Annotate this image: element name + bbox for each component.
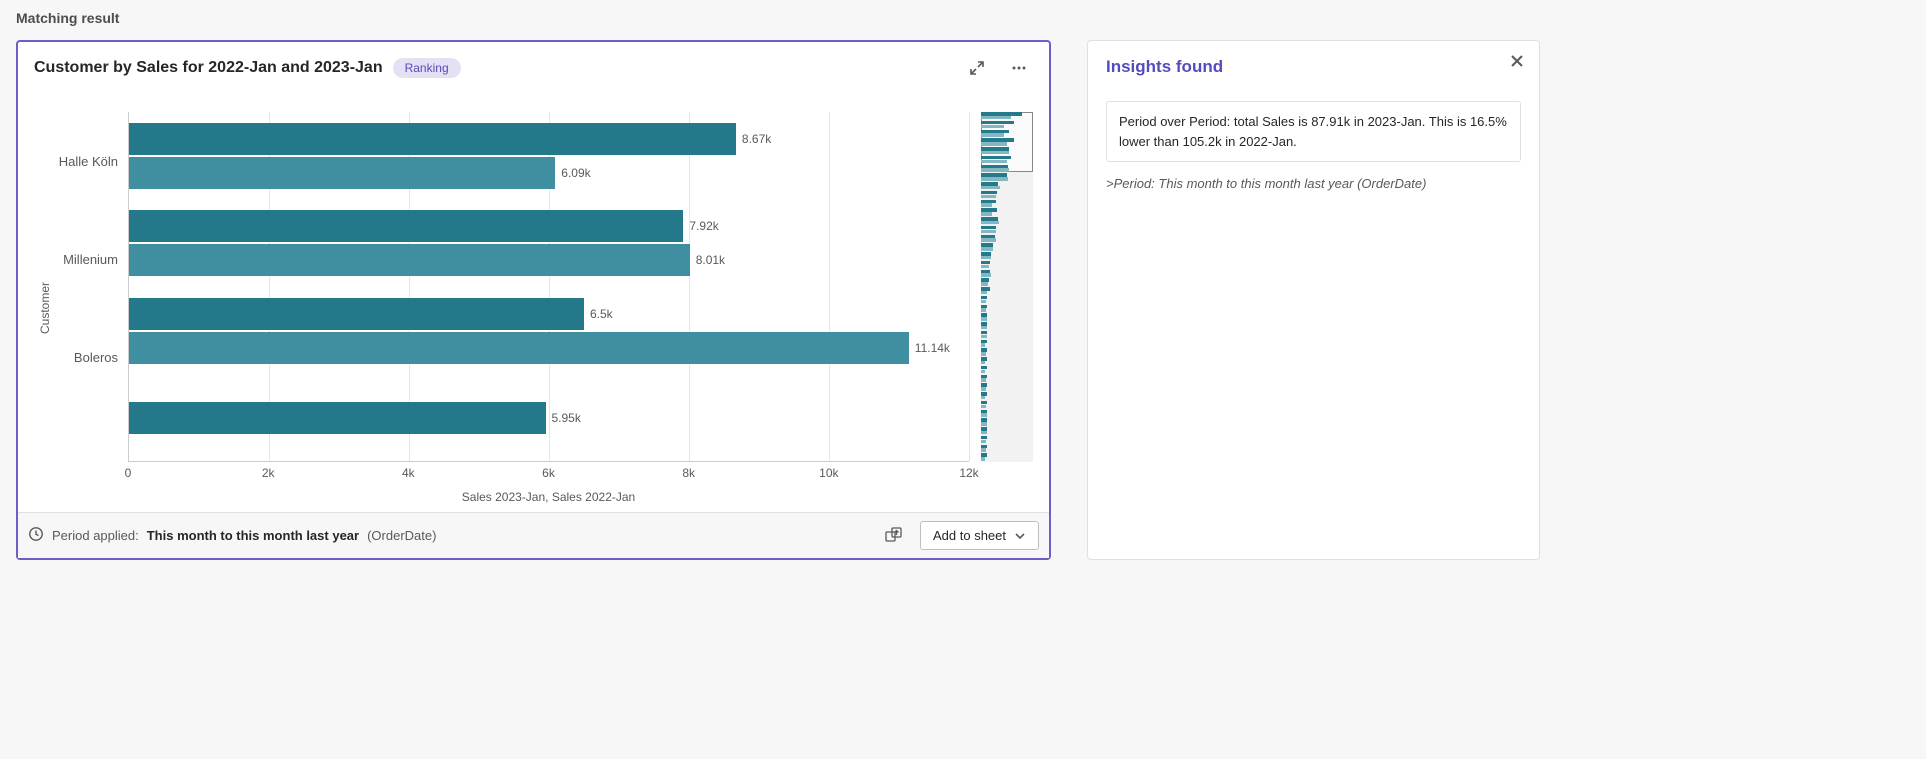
minimap-bar [981, 177, 1008, 181]
minimap-bar [981, 203, 992, 207]
minimap-bar [981, 405, 986, 409]
more-icon[interactable] [1005, 54, 1033, 82]
minimap-bar [981, 195, 996, 199]
chart-title: Customer by Sales for 2022-Jan and 2023-… [34, 59, 383, 77]
minimap-bar [981, 186, 1000, 190]
period-applied-label: Period applied: [52, 528, 139, 543]
minimap-bar [981, 343, 985, 347]
minimap-bar [981, 221, 999, 225]
minimap-bar [981, 142, 1007, 146]
chart-minimap[interactable] [981, 112, 1033, 462]
bar[interactable] [129, 244, 690, 276]
bar-value-label: 5.95k [552, 411, 581, 425]
chart-card: Customer by Sales for 2022-Jan and 2023-… [16, 40, 1051, 560]
x-tick: 6k [542, 466, 555, 480]
y-axis-category-label: Boleros [56, 313, 118, 401]
bar[interactable] [129, 402, 546, 434]
expand-icon[interactable] [963, 54, 991, 82]
minimap-bar [981, 230, 996, 234]
period-applied-field: (OrderDate) [367, 528, 436, 543]
insights-panel: Insights found Period over Period: total… [1087, 40, 1540, 560]
bar[interactable] [129, 210, 683, 242]
section-title: Matching result [16, 10, 1540, 26]
x-tick: 10k [819, 466, 838, 480]
bar[interactable] [129, 332, 909, 364]
add-to-sheet-label: Add to sheet [933, 528, 1006, 543]
minimap-bar [981, 125, 1004, 129]
insights-title: Insights found [1106, 57, 1521, 77]
x-axis-title: Sales 2023-Jan, Sales 2022-Jan [128, 490, 969, 504]
bar[interactable] [129, 157, 555, 189]
minimap-bar [981, 308, 986, 312]
minimap-bar [981, 370, 985, 374]
minimap-bar [981, 291, 987, 295]
bar[interactable] [129, 123, 736, 155]
minimap-bar [981, 265, 989, 269]
minimap-bar [981, 133, 1004, 137]
minimap-bar [981, 378, 986, 382]
minimap-bar [981, 396, 985, 400]
x-tick: 0 [125, 466, 132, 480]
x-axis-ticks: 02k4k6k8k10k12k [128, 466, 969, 484]
bar-value-label: 8.67k [742, 132, 771, 146]
minimap-bar [981, 256, 991, 260]
minimap-bar [981, 431, 987, 435]
minimap-bar [981, 300, 986, 304]
x-tick: 8k [682, 466, 695, 480]
y-axis-category-label [56, 411, 118, 499]
minimap-bar [981, 212, 992, 216]
y-axis-category-label: Millenium [56, 215, 118, 303]
minimap-bar [981, 116, 1011, 120]
bar-group: 6.5k 11.14k [129, 298, 969, 364]
minimap-bar [981, 151, 1009, 155]
clock-icon [28, 526, 44, 545]
minimap-bar [981, 335, 987, 339]
minimap-bar [981, 238, 996, 242]
bar-value-label: 7.92k [689, 219, 718, 233]
minimap-bar [981, 387, 986, 391]
bar[interactable] [129, 298, 584, 330]
bar-group: 7.92k 8.01k [129, 210, 969, 276]
bar-group: 5.95k [129, 402, 969, 434]
bar-value-label: 11.14k [915, 341, 950, 355]
minimap-bar [981, 160, 1007, 164]
minimap-bar [981, 282, 988, 286]
x-tick: 12k [959, 466, 978, 480]
minimap-bar [981, 361, 985, 365]
minimap-bar [981, 352, 986, 356]
close-icon[interactable] [1509, 53, 1525, 74]
y-axis-title: Customer [34, 112, 56, 504]
explore-icon[interactable] [880, 522, 908, 550]
minimap-bar [981, 448, 986, 452]
x-tick: 4k [402, 466, 415, 480]
y-axis-labels: Halle Köln Millenium Boleros [56, 112, 128, 504]
chart-plot-area[interactable]: 8.67k 6.09k 7.92k 8.01k 6.5k 11.14k 5.95k [128, 112, 969, 462]
minimap-bar [981, 168, 1009, 172]
chart-badge: Ranking [393, 58, 461, 78]
bar-value-label: 6.09k [561, 166, 590, 180]
minimap-bar [981, 457, 985, 461]
minimap-bar [981, 326, 987, 330]
insight-item: Period over Period: total Sales is 87.91… [1106, 101, 1521, 162]
bar-value-label: 6.5k [590, 307, 613, 321]
minimap-bar [981, 422, 987, 426]
chart-card-header: Customer by Sales for 2022-Jan and 2023-… [18, 42, 1049, 82]
minimap-bar [981, 247, 993, 251]
chart-card-footer: Period applied: This month to this month… [18, 512, 1049, 558]
insight-period-note: >Period: This month to this month last y… [1106, 176, 1521, 191]
minimap-bar [981, 273, 991, 277]
bar-value-label: 8.01k [696, 253, 725, 267]
chevron-down-icon [1014, 530, 1026, 542]
add-to-sheet-button[interactable]: Add to sheet [920, 521, 1039, 550]
minimap-bar [981, 317, 987, 321]
period-applied-value: This month to this month last year [147, 528, 359, 543]
minimap-bar [981, 413, 987, 417]
bar-group: 8.67k 6.09k [129, 123, 969, 189]
minimap-bar [981, 440, 986, 444]
y-axis-category-label: Halle Köln [56, 117, 118, 205]
x-tick: 2k [262, 466, 275, 480]
